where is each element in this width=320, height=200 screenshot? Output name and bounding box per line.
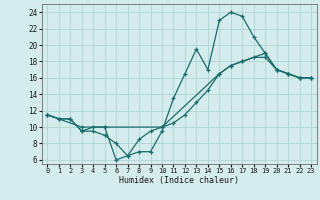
X-axis label: Humidex (Indice chaleur): Humidex (Indice chaleur) — [119, 176, 239, 185]
